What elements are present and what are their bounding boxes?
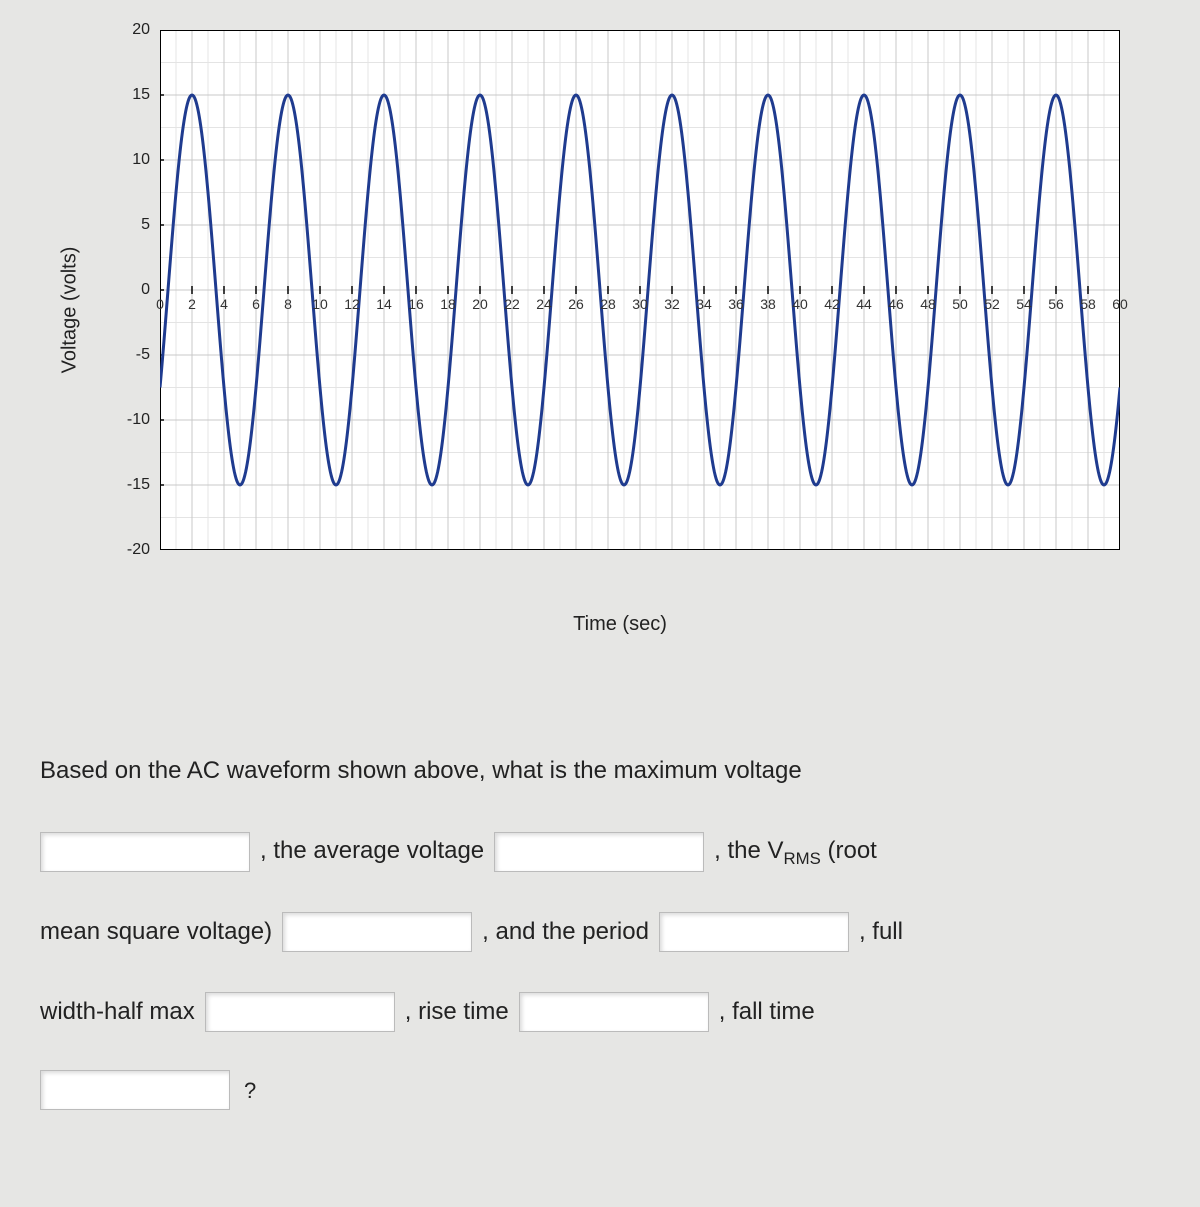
x-tick-label: 20 [468, 296, 492, 312]
seg-period: , and the period [482, 901, 649, 963]
y-tick-label: -20 [100, 541, 150, 559]
y-axis-label: Voltage (volts) [59, 247, 82, 374]
seg-fwhm: width-half max [40, 981, 195, 1043]
y-tick-label: 15 [100, 86, 150, 104]
x-tick-label: 2 [180, 296, 204, 312]
y-tick-label: -10 [100, 411, 150, 429]
x-tick-label: 50 [948, 296, 972, 312]
seg-avg: , the average voltage [260, 820, 484, 882]
question-lead: Based on the AC waveform shown above, wh… [40, 740, 802, 802]
x-tick-label: 36 [724, 296, 748, 312]
x-tick-label: 18 [436, 296, 460, 312]
x-tick-label: 4 [212, 296, 236, 312]
y-tick-label: 5 [100, 216, 150, 234]
x-tick-label: 34 [692, 296, 716, 312]
input-rise-time[interactable] [519, 992, 709, 1032]
input-max-voltage[interactable] [40, 832, 250, 872]
seg-vrms: , the VRMS (root [714, 820, 877, 882]
x-tick-label: 8 [276, 296, 300, 312]
y-tick-label: -15 [100, 476, 150, 494]
x-tick-label: 6 [244, 296, 268, 312]
x-tick-label: 38 [756, 296, 780, 312]
question-text: Based on the AC waveform shown above, wh… [40, 740, 1160, 1119]
x-tick-label: 44 [852, 296, 876, 312]
x-tick-label: 52 [980, 296, 1004, 312]
x-tick-label: 24 [532, 296, 556, 312]
input-period[interactable] [659, 912, 849, 952]
x-tick-label: 46 [884, 296, 908, 312]
y-tick-label: 0 [100, 281, 150, 299]
plot-area [160, 30, 1120, 550]
x-tick-label: 10 [308, 296, 332, 312]
input-fall-time[interactable] [40, 1070, 230, 1110]
x-tick-label: 26 [564, 296, 588, 312]
x-tick-label: 30 [628, 296, 652, 312]
input-fwhm[interactable] [205, 992, 395, 1032]
x-tick-label: 14 [372, 296, 396, 312]
y-tick-label: -5 [100, 346, 150, 364]
x-tick-label: 56 [1044, 296, 1068, 312]
input-avg-voltage[interactable] [494, 832, 704, 872]
x-tick-label: 28 [596, 296, 620, 312]
x-tick-label: 60 [1108, 296, 1132, 312]
x-axis-label: Time (sec) [573, 613, 667, 636]
x-tick-label: 40 [788, 296, 812, 312]
voltage-chart: Voltage (volts) Time (sec) -20-15-10-505… [100, 30, 1140, 590]
x-tick-label: 22 [500, 296, 524, 312]
y-tick-label: 10 [100, 151, 150, 169]
seg-full: , full [859, 901, 903, 963]
x-tick-label: 32 [660, 296, 684, 312]
y-tick-label: 20 [100, 21, 150, 39]
x-tick-label: 12 [340, 296, 364, 312]
question-mark: ? [244, 1062, 256, 1119]
x-tick-label: 42 [820, 296, 844, 312]
seg-mean-sq: mean square voltage) [40, 901, 272, 963]
x-tick-label: 0 [148, 296, 172, 312]
input-vrms[interactable] [282, 912, 472, 952]
x-tick-label: 54 [1012, 296, 1036, 312]
x-tick-label: 48 [916, 296, 940, 312]
seg-rise: , rise time [405, 981, 509, 1043]
x-tick-label: 58 [1076, 296, 1100, 312]
x-tick-label: 16 [404, 296, 428, 312]
seg-fall: , fall time [719, 981, 815, 1043]
